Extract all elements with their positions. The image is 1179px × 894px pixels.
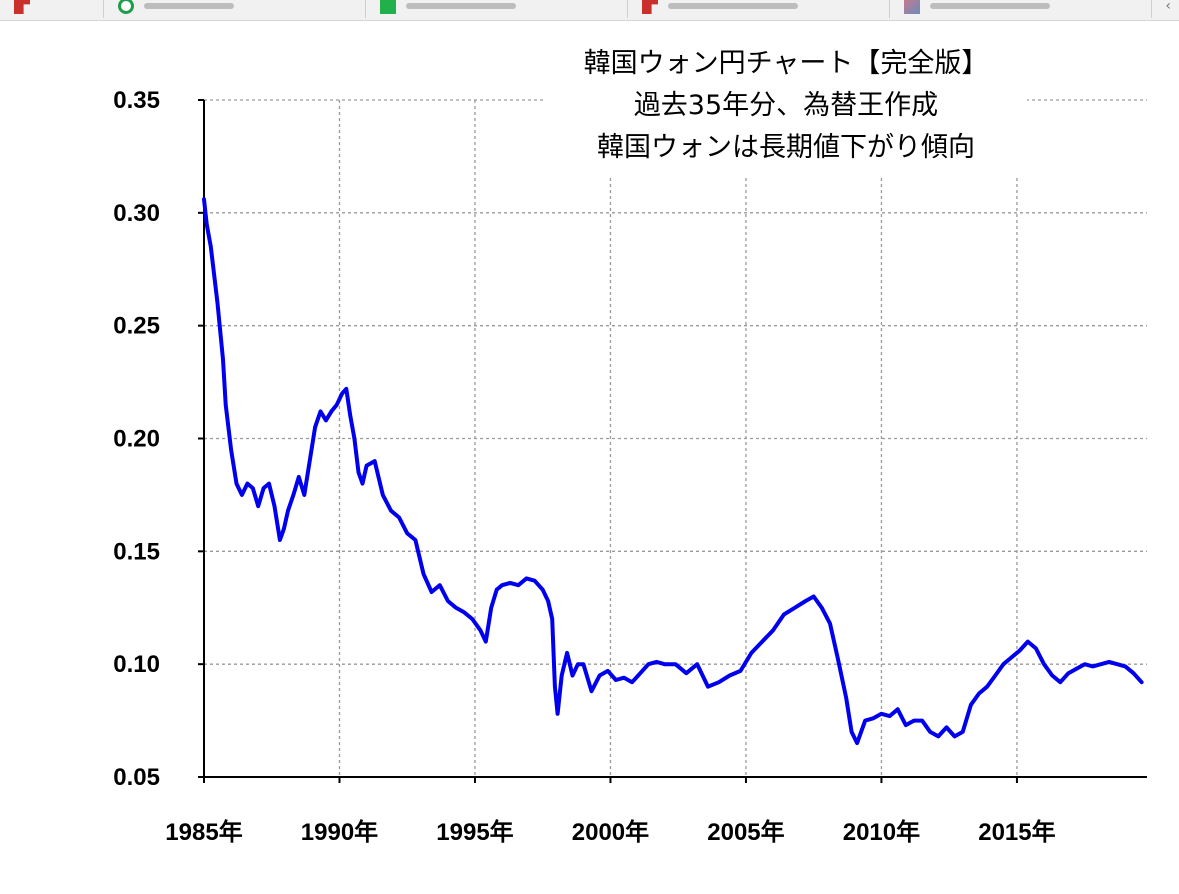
y-tick-label: 0.10	[113, 651, 160, 678]
x-tick-label: 1990年	[301, 818, 378, 846]
chart-title-line-3: 韓国ウォンは長期値下がり傾向	[597, 132, 975, 163]
tab-title-placeholder	[406, 3, 516, 9]
browser-tab[interactable]	[0, 0, 104, 18]
y-tick-label: 0.25	[113, 313, 160, 340]
series-line	[202, 197, 1144, 746]
chart-title-line-2: 過去35年分、為替王作成	[634, 90, 938, 121]
x-tick-label: 2000年	[572, 818, 649, 846]
browser-tab[interactable]	[628, 0, 890, 18]
browser-tab-strip: ‹	[0, 0, 1179, 21]
site-favicon-icon	[118, 0, 134, 14]
x-tick-label: 1985年	[165, 818, 242, 846]
tab-title-placeholder	[144, 3, 234, 9]
x-tick-label: 2015年	[978, 818, 1055, 846]
y-tick-label: 0.15	[113, 538, 160, 565]
tab-overflow-chevron-icon[interactable]: ‹	[1165, 0, 1171, 14]
y-tick-label: 0.35	[113, 87, 160, 114]
axes	[198, 99, 1147, 783]
y-tick-label: 0.05	[113, 764, 160, 791]
site-favicon-icon	[14, 0, 30, 14]
x-tick-label: 2005年	[707, 818, 784, 846]
browser-tab[interactable]	[366, 0, 628, 18]
browser-tab[interactable]	[890, 0, 1152, 18]
chart-title-line-1: 韓国ウォン円チャート【完全版】	[584, 48, 989, 79]
site-favicon-icon	[642, 0, 658, 14]
tab-title-placeholder	[668, 3, 798, 9]
tab-title-placeholder	[930, 3, 1050, 9]
x-tick-label: 1995年	[436, 818, 513, 846]
grid-lines	[204, 99, 1147, 777]
x-tick-label: 2010年	[843, 818, 920, 846]
tick-labels: 0.05 0.10 0.15 0.20 0.25 0.30 0.35 1985年 1990年 19…	[113, 87, 1055, 846]
chart: 0.05 0.10 0.15 0.20 0.25 0.30 0.35 1985年 1990年 19…	[113, 48, 1147, 846]
series-group	[202, 197, 1144, 746]
site-favicon-icon	[904, 0, 920, 14]
y-tick-label: 0.30	[113, 200, 160, 227]
title-background	[545, 48, 1027, 178]
browser-tab[interactable]	[104, 0, 366, 18]
site-favicon-icon	[380, 0, 396, 14]
y-tick-label: 0.20	[113, 426, 160, 453]
